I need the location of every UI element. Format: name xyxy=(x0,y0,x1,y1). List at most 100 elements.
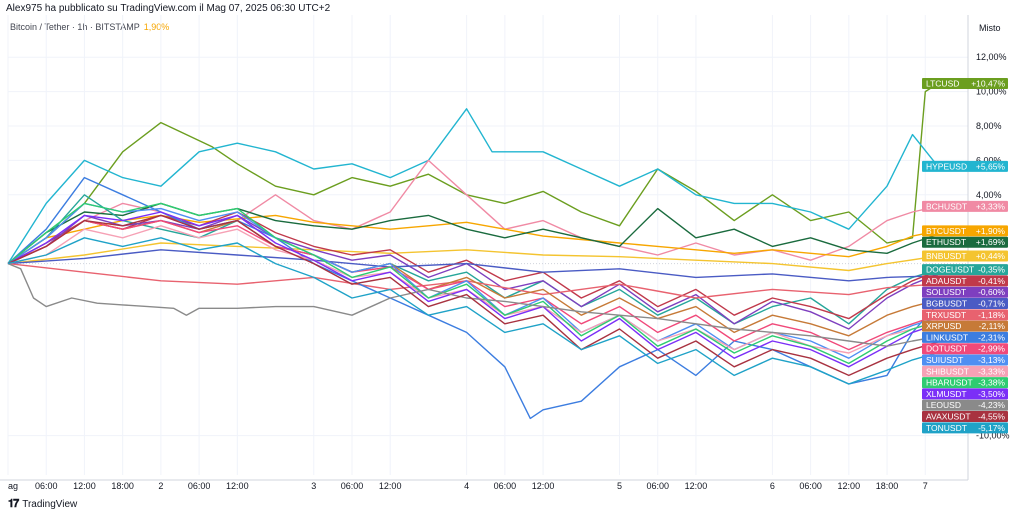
footer-brand[interactable]: 𝟏𝟕 TradingView xyxy=(8,498,77,511)
badge-suiusdt[interactable]: SUIUSDT -3,13% xyxy=(922,354,1008,366)
badge-ltcusd[interactable]: LTCUSD +10,47% xyxy=(922,78,1008,90)
badge-bg-avaxusdt xyxy=(922,411,1008,423)
badge-bchusdt[interactable]: BCHUSDT +3,33% xyxy=(922,200,1008,212)
y-tick-label-0: 12,00% xyxy=(976,52,1007,62)
y-tick-label-3: 6,00% xyxy=(976,155,1002,165)
x-tick-label-6: 12:00 xyxy=(226,481,249,491)
x-tick-label-14: 06:00 xyxy=(646,481,669,491)
series-line-hbarusdt[interactable] xyxy=(7,202,939,365)
badge-bg-hbarusdt xyxy=(922,377,1008,389)
badge-bg-btcusdt xyxy=(922,225,1008,237)
badge-symbol-hbarusdt: HBARUSDT xyxy=(926,378,973,388)
x-tick-label-15: 12:00 xyxy=(685,481,708,491)
series-line-tonusdt[interactable] xyxy=(7,237,939,385)
symbol-change: 1,90% xyxy=(143,22,170,32)
badge-hbarusdt[interactable]: HBARUSDT -3,38% xyxy=(922,377,1008,389)
badge-symbol-ethusdt: ETHUSDT xyxy=(926,237,966,247)
badge-symbol-adausdt: ADAUSDT xyxy=(926,276,967,286)
series-line-bnbusdt[interactable] xyxy=(7,242,939,272)
x-tick-label-17: 06:00 xyxy=(799,481,822,491)
badge-symbol-hypeusd: HYPEUSD xyxy=(926,161,967,171)
badge-adausdt[interactable]: ADAUSDT -0,41% xyxy=(922,275,1008,287)
badge-symbol-tonusdt: TONUSDT xyxy=(926,423,967,433)
badge-xrpusd[interactable]: XRPUSD -2,11% xyxy=(922,320,1008,332)
tradingview-logo-icon: 𝟏𝟕 xyxy=(8,498,19,510)
badge-bg-suiusdt xyxy=(922,354,1008,366)
badge-symbol-btcusdt: BTCUSDT xyxy=(926,226,966,236)
badge-solusdt[interactable]: SOLUSDT -0,60% xyxy=(922,286,1008,298)
badge-value-dogeusdt: -0,35% xyxy=(978,265,1005,275)
x-tick-label-12: 12:00 xyxy=(532,481,555,491)
badge-bg-bchusdt xyxy=(922,200,1008,212)
badge-value-bchusdt: +3,33% xyxy=(976,201,1006,211)
y-tick-label-5: -10,00% xyxy=(976,431,1010,441)
x-tick-label-8: 06:00 xyxy=(341,481,364,491)
series-line-suiusdt[interactable] xyxy=(7,202,939,359)
series-line-dogeusdt[interactable] xyxy=(7,194,939,325)
badge-symbol-avaxusdt: AVAXUSDT xyxy=(926,412,971,422)
badge-value-avaxusdt: -4,55% xyxy=(978,412,1005,422)
badge-value-dotusdt: -2,99% xyxy=(978,344,1005,354)
series-line-dotusdt[interactable] xyxy=(7,219,939,351)
x-tick-label-16: 6 xyxy=(770,481,775,491)
badge-dotusdt[interactable]: DOTUSDT -2,99% xyxy=(922,343,1008,355)
badge-avaxusdt[interactable]: AVAXUSDT -4,55% xyxy=(922,411,1008,423)
badge-btcusdt[interactable]: BTCUSDT +1,90% xyxy=(922,225,1008,237)
badge-leousd[interactable]: LEOUSD -4,23% xyxy=(922,399,1008,411)
badge-trxusdt[interactable]: TRXUSDT -1,18% xyxy=(922,309,1008,321)
series-lines xyxy=(7,82,939,420)
badge-value-ltcusd: +10,47% xyxy=(971,79,1005,89)
badge-linkusdt[interactable]: LINKUSDT -2,31% xyxy=(922,331,1008,343)
badge-value-ethusdt: +1,69% xyxy=(976,237,1006,247)
series-line-trxusdt[interactable] xyxy=(7,262,939,299)
badge-bg-trxusdt xyxy=(922,309,1008,321)
badge-symbol-bnbusdt: BNBUSDT xyxy=(926,251,967,261)
badge-xlmusdt[interactable]: XLMUSDT -3,50% xyxy=(922,388,1008,400)
badge-symbol-dotusdt: DOTUSDT xyxy=(926,344,967,354)
x-tick-label-0: ag xyxy=(8,481,18,491)
badge-value-trxusdt: -1,18% xyxy=(978,310,1005,320)
badge-dogeusdt[interactable]: DOGEUSDT -0,35% xyxy=(922,264,1008,276)
badge-symbol-leousd: LEOUSD xyxy=(926,400,961,410)
x-tick-label-2: 12:00 xyxy=(73,481,96,491)
x-tick-label-19: 18:00 xyxy=(876,481,899,491)
series-line-hypeusd[interactable] xyxy=(7,108,939,264)
badge-value-bgbusdt: -0,71% xyxy=(978,299,1005,309)
price-scale-mode[interactable]: Misto xyxy=(979,23,1001,33)
badge-symbol-solusdt: SOLUSDT xyxy=(926,287,966,297)
badge-symbol-trxusdt: TRXUSDT xyxy=(926,310,966,320)
badge-shibusdt[interactable]: SHIBUSDT -3,33% xyxy=(922,365,1008,377)
series-line-bgbusdt[interactable] xyxy=(7,249,939,282)
series-line-xrpusd[interactable] xyxy=(7,219,939,337)
badge-bg-linkusdt xyxy=(922,331,1008,343)
badge-symbol-xlmusdt: XLMUSDT xyxy=(926,389,967,399)
x-tick-label-9: 12:00 xyxy=(379,481,402,491)
badge-hypeusd[interactable]: HYPEUSD +5,65% xyxy=(922,160,1008,172)
badge-value-suiusdt: -3,13% xyxy=(978,355,1005,365)
badge-bgbusdt[interactable]: BGBUSDT -0,71% xyxy=(922,298,1008,310)
badge-symbol-bgbusdt: BGBUSDT xyxy=(926,299,967,309)
badge-bg-dotusdt xyxy=(922,343,1008,355)
badge-value-xlmusdt: -3,50% xyxy=(978,389,1005,399)
series-line-linkusdt[interactable] xyxy=(7,176,939,420)
series-line-xlmusdt[interactable] xyxy=(7,211,939,368)
badge-tonusdt[interactable]: TONUSDT -5,17% xyxy=(922,422,1008,434)
badge-value-tonusdt: -5,17% xyxy=(978,423,1005,433)
badge-ethusdt[interactable]: ETHUSDT +1,69% xyxy=(922,236,1008,248)
badge-bg-bnbusdt xyxy=(922,250,1008,262)
badge-bg-xlmusdt xyxy=(922,388,1008,400)
badge-symbol-shibusdt: SHIBUSDT xyxy=(926,366,969,376)
series-line-solusdt[interactable] xyxy=(7,214,939,330)
series-line-avaxusdt[interactable] xyxy=(7,214,939,377)
series-line-ltcusd[interactable] xyxy=(7,82,939,265)
badge-value-bnbusdt: +0,44% xyxy=(976,251,1006,261)
badge-symbol-linkusdt: LINKUSDT xyxy=(926,332,968,342)
publication-header: Alex975 ha pubblicato su TradingView.com… xyxy=(6,3,331,14)
badge-bg-hypeusd xyxy=(922,160,1008,172)
y-tick-label-1: 10,00% xyxy=(976,87,1007,97)
badge-bg-dogeusdt xyxy=(922,264,1008,276)
badge-bnbusdt[interactable]: BNBUSDT +0,44% xyxy=(922,250,1008,262)
x-tick-label-11: 06:00 xyxy=(494,481,517,491)
series-line-leousd[interactable] xyxy=(7,262,939,347)
